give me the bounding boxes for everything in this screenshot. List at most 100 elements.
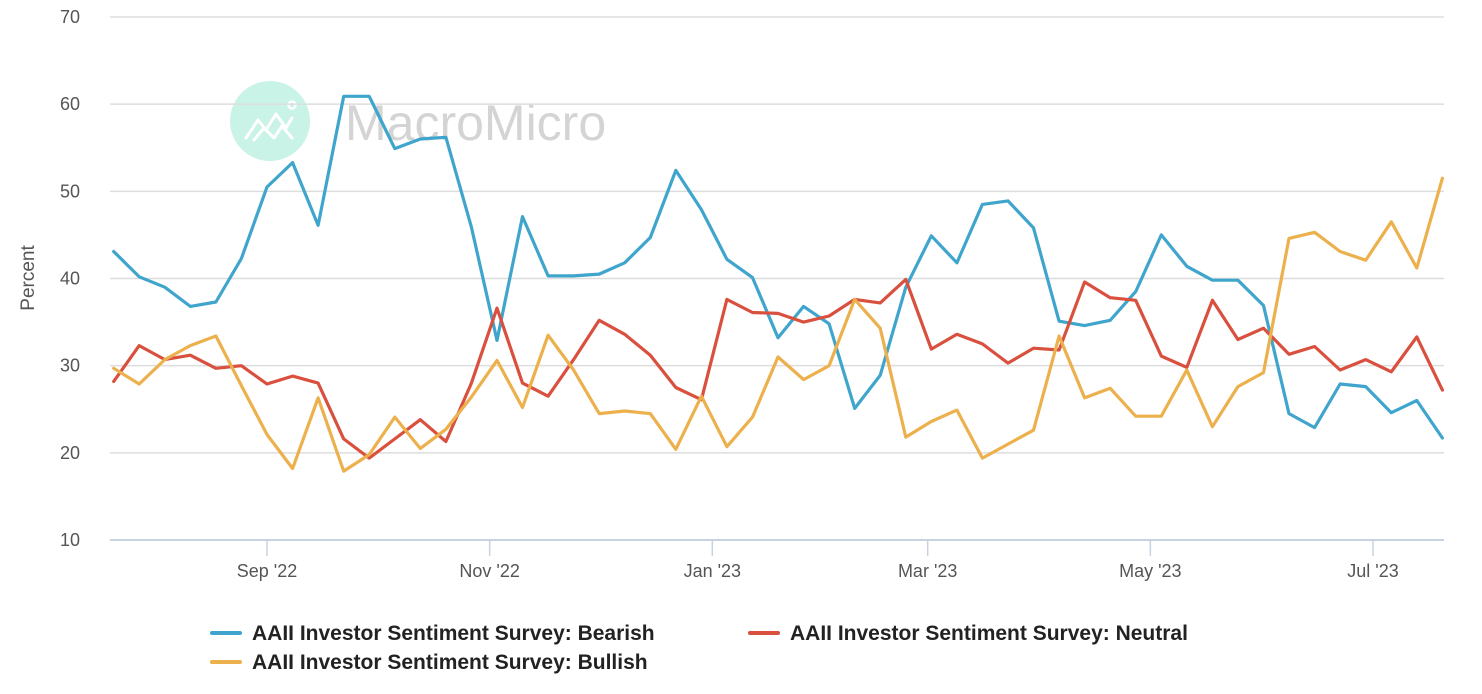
legend-item-bullish[interactable]: AAII Investor Sentiment Survey: Bullish — [210, 651, 648, 674]
data-point-neutral[interactable] — [491, 302, 503, 314]
data-point-bearish[interactable] — [517, 211, 529, 223]
data-point-bearish[interactable] — [1257, 300, 1269, 312]
data-point-bearish[interactable] — [951, 257, 963, 269]
data-point-bullish[interactable] — [338, 465, 350, 477]
data-point-bullish[interactable] — [312, 392, 324, 404]
data-point-bearish[interactable] — [721, 253, 733, 265]
data-point-bullish[interactable] — [363, 449, 375, 461]
data-point-neutral[interactable] — [235, 360, 247, 372]
data-point-bearish[interactable] — [414, 133, 426, 145]
data-point-neutral[interactable] — [798, 316, 810, 328]
data-point-bearish[interactable] — [1283, 408, 1295, 420]
data-point-bearish[interactable] — [1360, 381, 1372, 393]
data-point-bullish[interactable] — [1181, 364, 1193, 376]
data-point-neutral[interactable] — [465, 377, 477, 389]
data-point-bearish[interactable] — [363, 90, 375, 102]
data-point-neutral[interactable] — [542, 390, 554, 402]
data-point-neutral[interactable] — [1002, 357, 1014, 369]
data-point-bearish[interactable] — [210, 296, 222, 308]
data-point-bullish[interactable] — [108, 362, 120, 374]
data-point-bullish[interactable] — [1155, 410, 1167, 422]
data-point-neutral[interactable] — [338, 433, 350, 445]
data-point-bullish[interactable] — [1334, 245, 1346, 257]
data-point-bullish[interactable] — [1053, 330, 1065, 342]
data-point-bearish[interactable] — [1385, 407, 1397, 419]
data-point-bullish[interactable] — [1411, 262, 1423, 274]
data-point-bearish[interactable] — [338, 90, 350, 102]
data-point-neutral[interactable] — [874, 297, 886, 309]
data-point-bullish[interactable] — [491, 354, 503, 366]
data-point-neutral[interactable] — [1155, 350, 1167, 362]
data-point-neutral[interactable] — [261, 378, 273, 390]
data-point-bearish[interactable] — [772, 332, 784, 344]
data-point-bullish[interactable] — [184, 340, 196, 352]
data-point-bearish[interactable] — [287, 157, 299, 169]
data-point-neutral[interactable] — [287, 370, 299, 382]
legend-item-neutral[interactable]: AAII Investor Sentiment Survey: Neutral — [748, 622, 1188, 645]
data-point-bullish[interactable] — [1028, 424, 1040, 436]
data-point-bearish[interactable] — [849, 402, 861, 414]
data-point-bullish[interactable] — [1079, 392, 1091, 404]
data-point-bearish[interactable] — [1334, 378, 1346, 390]
data-point-bullish[interactable] — [1257, 367, 1269, 379]
data-point-bearish[interactable] — [389, 143, 401, 155]
data-point-neutral[interactable] — [1130, 294, 1142, 306]
data-point-neutral[interactable] — [1257, 322, 1269, 334]
data-point-bearish[interactable] — [1411, 395, 1423, 407]
data-point-bearish[interactable] — [619, 257, 631, 269]
data-point-neutral[interactable] — [312, 377, 324, 389]
data-point-neutral[interactable] — [210, 362, 222, 374]
data-point-bullish[interactable] — [951, 404, 963, 416]
data-point-neutral[interactable] — [772, 307, 784, 319]
data-point-neutral[interactable] — [619, 328, 631, 340]
data-point-bullish[interactable] — [823, 360, 835, 372]
data-point-bullish[interactable] — [440, 423, 452, 435]
data-point-bullish[interactable] — [721, 441, 733, 453]
data-point-bullish[interactable] — [849, 293, 861, 305]
data-point-neutral[interactable] — [1079, 276, 1091, 288]
data-point-bearish[interactable] — [1206, 274, 1218, 286]
data-point-bearish[interactable] — [440, 131, 452, 143]
data-point-bullish[interactable] — [414, 442, 426, 454]
data-point-neutral[interactable] — [644, 349, 656, 361]
data-point-bearish[interactable] — [159, 281, 171, 293]
data-point-bullish[interactable] — [925, 415, 937, 427]
data-point-bearish[interactable] — [1436, 432, 1448, 444]
data-point-bearish[interactable] — [1079, 320, 1091, 332]
data-point-neutral[interactable] — [1028, 342, 1040, 354]
data-point-bearish[interactable] — [133, 271, 145, 283]
data-point-bearish[interactable] — [695, 204, 707, 216]
data-point-bearish[interactable] — [874, 369, 886, 381]
data-point-bearish[interactable] — [1104, 314, 1116, 326]
data-point-bullish[interactable] — [1283, 232, 1295, 244]
data-point-bearish[interactable] — [568, 270, 580, 282]
data-point-bearish[interactable] — [1002, 195, 1014, 207]
data-point-bullish[interactable] — [159, 354, 171, 366]
data-point-bearish[interactable] — [1181, 260, 1193, 272]
data-point-neutral[interactable] — [925, 343, 937, 355]
data-point-bearish[interactable] — [976, 198, 988, 210]
data-point-bullish[interactable] — [772, 351, 784, 363]
data-point-bullish[interactable] — [670, 443, 682, 455]
data-point-neutral[interactable] — [389, 433, 401, 445]
data-point-neutral[interactable] — [593, 314, 605, 326]
data-point-bearish[interactable] — [261, 181, 273, 193]
data-point-bullish[interactable] — [874, 322, 886, 334]
data-point-neutral[interactable] — [440, 436, 452, 448]
data-point-bearish[interactable] — [108, 245, 120, 257]
data-point-neutral[interactable] — [823, 310, 835, 322]
data-point-bullish[interactable] — [389, 411, 401, 423]
legend-item-bearish[interactable]: AAII Investor Sentiment Survey: Bearish — [210, 622, 655, 645]
data-point-neutral[interactable] — [1360, 354, 1372, 366]
data-point-bullish[interactable] — [261, 429, 273, 441]
data-point-bullish[interactable] — [1436, 172, 1448, 184]
data-point-neutral[interactable] — [1411, 331, 1423, 343]
data-point-bearish[interactable] — [1232, 274, 1244, 286]
data-point-neutral[interactable] — [746, 306, 758, 318]
data-point-bearish[interactable] — [491, 334, 503, 346]
data-point-bullish[interactable] — [900, 431, 912, 443]
series-line-neutral[interactable] — [112, 277, 1444, 460]
data-point-neutral[interactable] — [1104, 292, 1116, 304]
data-point-neutral[interactable] — [133, 340, 145, 352]
data-point-bearish[interactable] — [1028, 222, 1040, 234]
